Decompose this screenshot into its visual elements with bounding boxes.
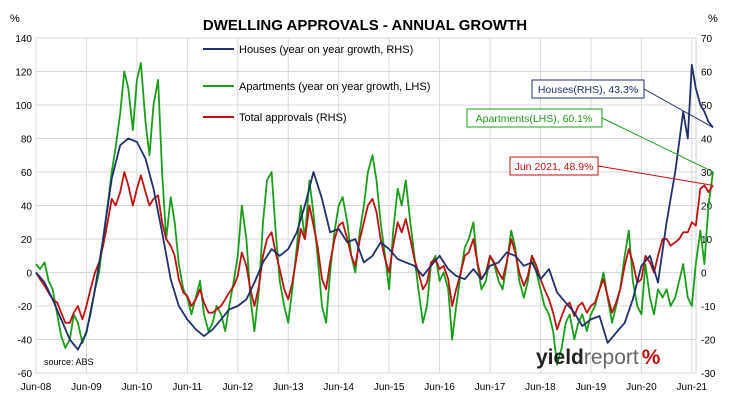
right-tick-label: 20 (701, 202, 713, 213)
source-note: source: ABS (44, 357, 94, 367)
right-tick-label: 60 (701, 68, 713, 79)
legend-label-houses: Houses (year on year growth, RHS) (239, 44, 413, 56)
annotation-houses: Houses(RHS), 43.3% (531, 79, 714, 128)
x-tick-label: Jun-18 (525, 382, 556, 393)
left-tick-label: 0 (26, 269, 32, 280)
right-tick-label: 30 (701, 168, 713, 179)
right-tick-label: -10 (701, 302, 716, 313)
annotation-text-houses: Houses(RHS), 43.3% (538, 84, 638, 96)
right-tick-label: -20 (701, 336, 716, 347)
annotation-text-apartments: Apartments(LHS), 60.1% (476, 113, 593, 125)
logo-word-yield: yield (536, 346, 584, 369)
series-line-houses (35, 63, 714, 351)
x-tick-label: Jun-14 (323, 382, 354, 393)
legend-label-apartments: Apartments (year on year growth, LHS) (239, 81, 430, 93)
annotation-leader-apartments (601, 117, 714, 173)
logo-word-report: report (584, 346, 639, 369)
x-tick-label: Jun-20 (626, 382, 657, 393)
annotation-box-total (509, 156, 599, 176)
legend-label-total: Total approvals (RHS) (239, 112, 347, 124)
left-tick-label: 100 (15, 101, 32, 112)
right-tick-label: 0 (701, 269, 707, 280)
left-tick-label: 40 (21, 202, 33, 213)
x-tick-label: Jun-08 (21, 382, 52, 393)
series-line-total (35, 171, 714, 331)
annotation-box-houses (531, 79, 645, 99)
x-tick-label: Jun-15 (374, 382, 405, 393)
x-tick-label: Jun-10 (122, 382, 153, 393)
left-tick-label: -20 (18, 302, 33, 313)
right-axis-unit: % (708, 13, 718, 25)
x-tick-label: Jun-19 (576, 382, 607, 393)
x-tick-label: Jun-11 (172, 382, 202, 393)
annotation-leader-total (597, 165, 714, 186)
right-tick-label: -30 (701, 369, 716, 380)
x-tick-label: Jun-16 (424, 382, 455, 393)
logo-percent: % (642, 346, 661, 369)
left-axis-unit: % (10, 13, 20, 25)
right-tick-label: 40 (701, 135, 713, 146)
yieldreport-logo: yieldreport% (536, 346, 661, 369)
legend: Houses (year on year growth, RHS) Apartm… (203, 44, 430, 124)
left-tick-label: -60 (18, 369, 33, 380)
series-lines (35, 62, 714, 366)
annotation-leader-houses (643, 88, 714, 128)
annotation-text-total: Jun 2021, 48.9% (515, 161, 594, 173)
chart-title: DWELLING APPROVALS - ANNUAL GROWTH (203, 17, 527, 34)
annotation-total: Jun 2021, 48.9% (509, 156, 714, 186)
right-tick-label: 70 (701, 34, 713, 45)
svg-text:yieldreport%: yieldreport% (536, 346, 661, 369)
x-axis: Jun-08 Jun-09 Jun-10 Jun-11 Jun-12 Jun-13 Jun-… (21, 382, 708, 393)
left-tick-label: 80 (21, 135, 33, 146)
right-tick-label: 50 (701, 101, 713, 112)
left-tick-label: 60 (21, 168, 33, 179)
annotation-apartments: Apartments(LHS), 60.1% (466, 108, 714, 173)
left-axis: -60 -40 -20 0 20 40 60 80 100 120 140 (15, 34, 32, 380)
left-tick-label: -40 (18, 336, 33, 347)
x-tick-label: Jun-13 (273, 382, 304, 393)
x-tick-label: Jun-17 (475, 382, 506, 393)
left-tick-label: 120 (15, 68, 32, 79)
x-tick-label: Jun-21 (677, 382, 708, 393)
x-tick-label: Jun-09 (71, 382, 102, 393)
left-tick-label: 140 (15, 34, 32, 45)
annotation-box-apartments (466, 108, 603, 128)
left-tick-label: 20 (21, 235, 33, 246)
x-tick-label: Jun-12 (222, 382, 253, 393)
